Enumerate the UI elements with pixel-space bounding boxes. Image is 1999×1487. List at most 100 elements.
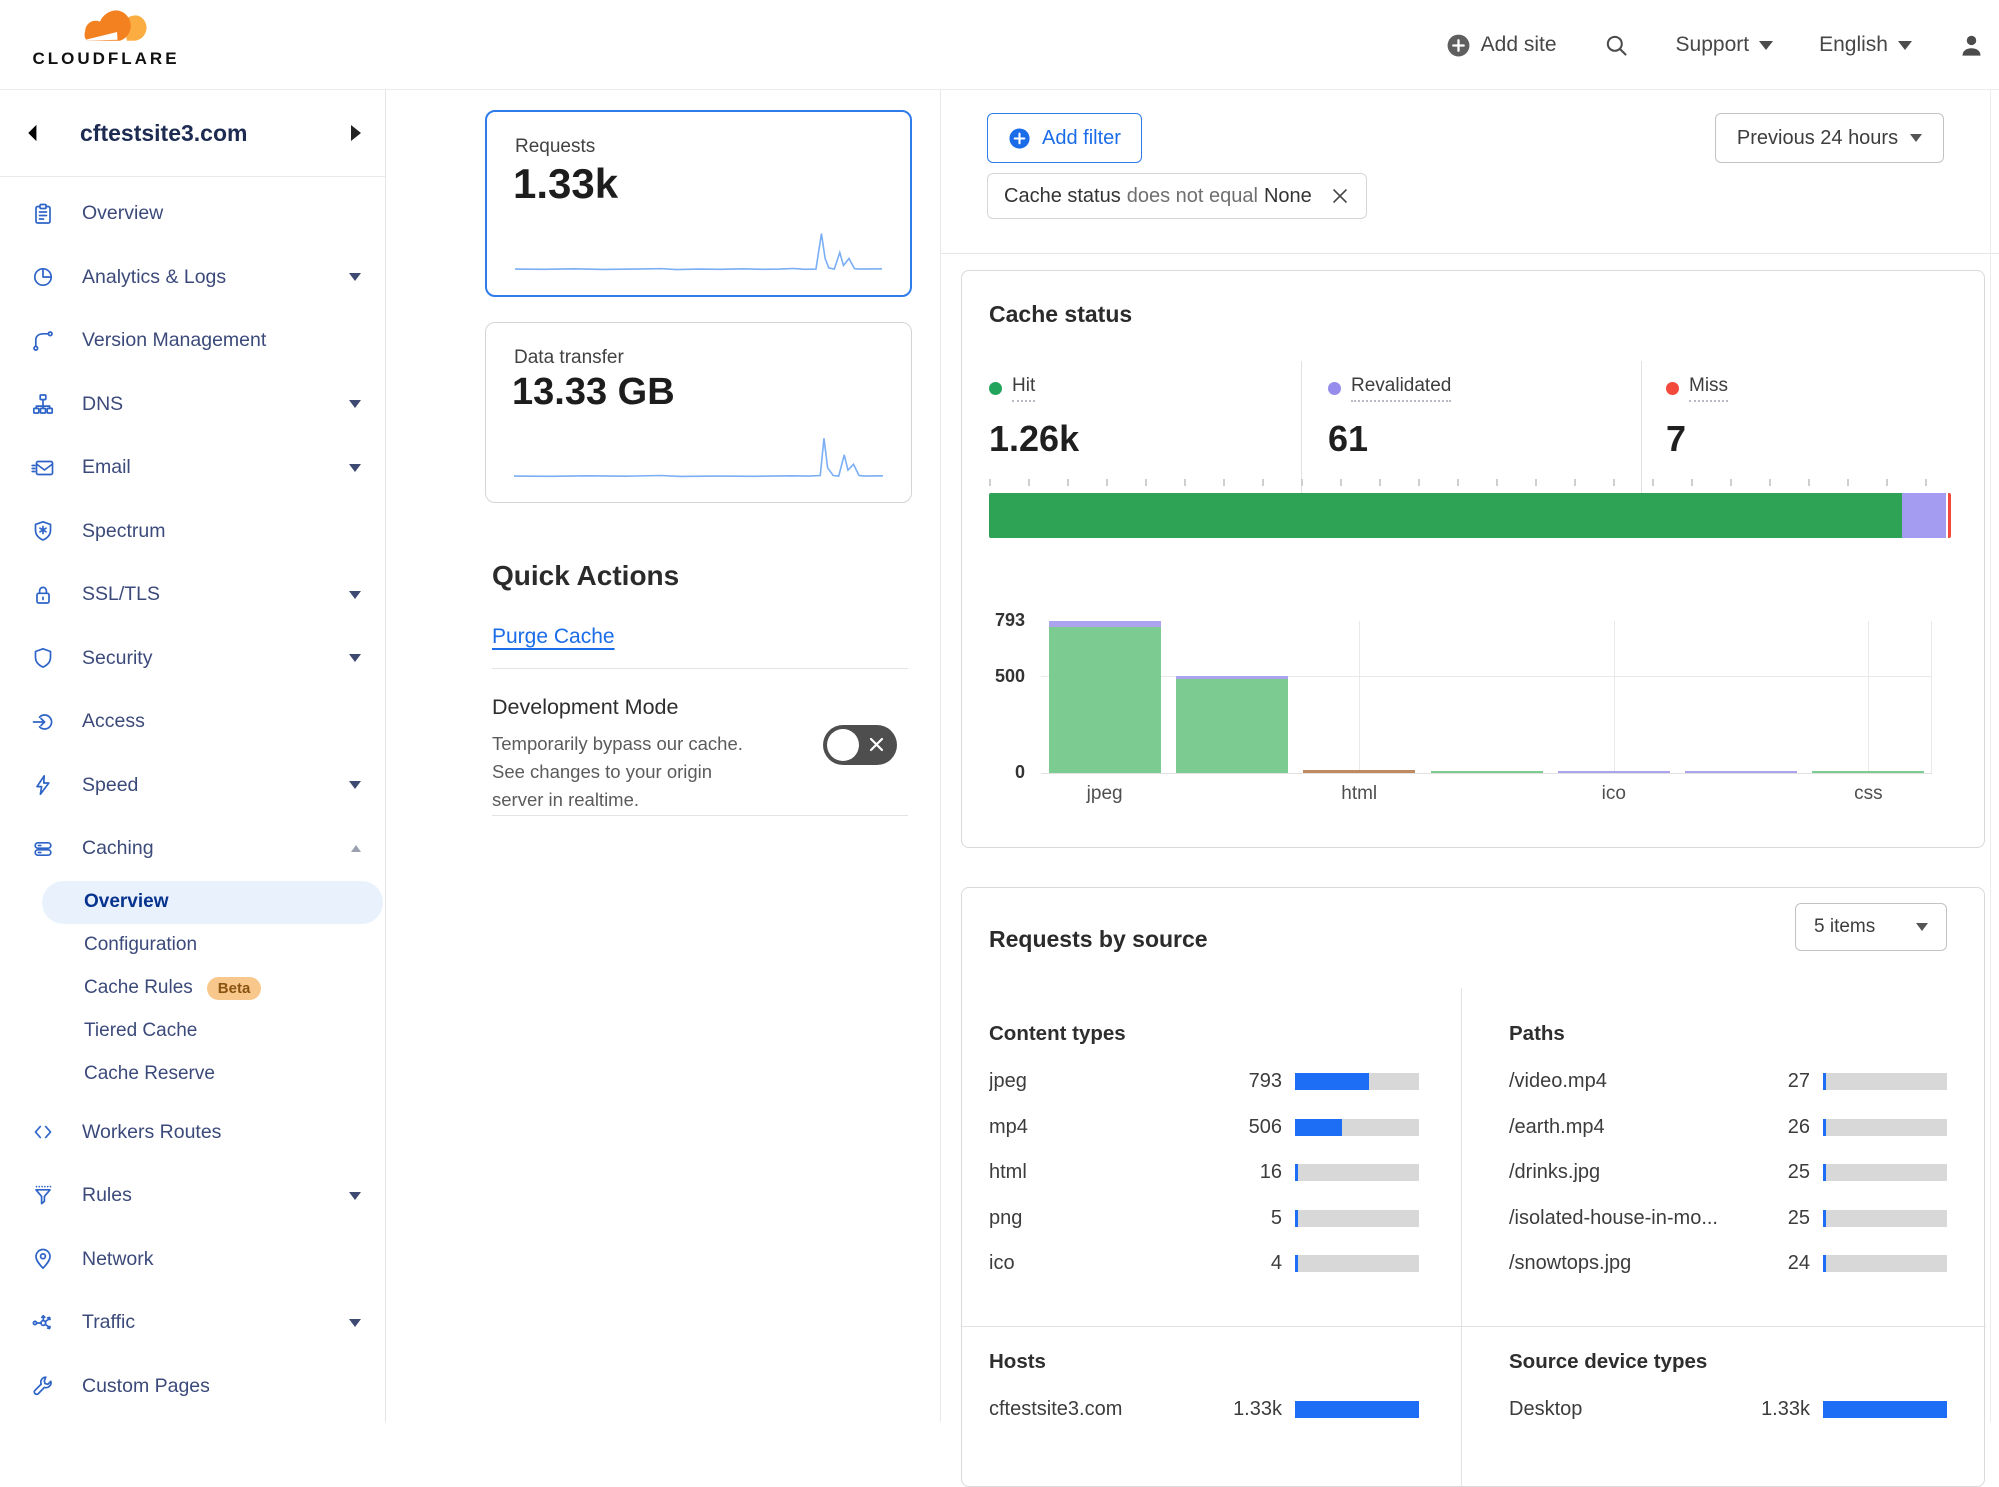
- bar: [1812, 771, 1925, 773]
- sidebar-item-email[interactable]: Email: [0, 436, 385, 500]
- sidebar-item-ssl-tls[interactable]: SSL/TLS: [0, 563, 385, 627]
- sidebar-item-security[interactable]: Security: [0, 627, 385, 691]
- requests-metric-card[interactable]: Requests 1.33k: [485, 110, 912, 297]
- add-site-label: Add site: [1480, 33, 1557, 56]
- hover-ticks: [989, 479, 1951, 486]
- content-types-title: Content types: [989, 1022, 1126, 1045]
- lightning-icon: [31, 773, 55, 797]
- chevron-down-icon: [349, 781, 361, 790]
- sidebar-subitem-configuration[interactable]: Configuration: [84, 934, 198, 955]
- sidebar-item-caching[interactable]: Caching: [0, 817, 385, 881]
- quick-actions-title: Quick Actions: [492, 560, 680, 591]
- sidebar-subitem-caching-overview[interactable]: Overview: [42, 880, 383, 924]
- divider: [1461, 988, 1462, 1486]
- filter-field: Cache status: [1004, 184, 1121, 207]
- table-row: jpeg 793: [989, 1059, 1419, 1105]
- sidebar-item-dns[interactable]: DNS: [0, 373, 385, 437]
- content-types-table: jpeg 793 mp4 506 html 16 png 5 ico 4: [989, 1059, 1419, 1287]
- sidebar-subitem-tiered-cache[interactable]: Tiered Cache: [84, 1020, 198, 1041]
- hierarchy-icon: [31, 392, 55, 416]
- data-transfer-metric-card[interactable]: Data transfer 13.33 GB: [485, 322, 912, 503]
- shield-gear-icon: [31, 519, 55, 543]
- development-mode-toggle[interactable]: [823, 725, 897, 765]
- chevron-down-icon: [1910, 134, 1923, 142]
- plus-circle-icon: [1009, 127, 1030, 149]
- cloudflare-logo[interactable]: CLOUDFLARE: [26, 6, 186, 69]
- divider: [492, 815, 908, 816]
- table-row: /video.mp4 27: [1509, 1059, 1947, 1105]
- chart-plot-area[interactable]: jpeg html ico css: [1041, 621, 1932, 804]
- cloudflare-cloud-icon: [81, 10, 147, 41]
- chevron-down-icon: [349, 1191, 361, 1200]
- chevron-down-icon: [1759, 40, 1774, 50]
- sidebar-item-version-management[interactable]: Version Management: [0, 309, 385, 373]
- table-row: /earth.mp4 26: [1509, 1105, 1947, 1151]
- development-mode-title: Development Mode: [492, 695, 679, 719]
- back-arrow-icon[interactable]: [22, 119, 52, 147]
- lock-icon: [31, 583, 55, 607]
- data-transfer-value: 13.33 GB: [512, 371, 675, 413]
- hosts-table: cftestsite3.com 1.33k: [989, 1387, 1419, 1433]
- time-range-dropdown[interactable]: Previous 24 hours: [1715, 113, 1944, 163]
- sidebar-item-overview[interactable]: Overview: [0, 182, 385, 246]
- requests-by-source-title: Requests by source: [989, 926, 1208, 952]
- bar: [1303, 769, 1416, 773]
- stacked-segment-revalidated: [1901, 493, 1946, 538]
- toggle-off-x-icon: [869, 737, 884, 752]
- revalidated-stat[interactable]: Revalidated 61: [1328, 375, 1452, 459]
- add-filter-button[interactable]: Add filter: [987, 113, 1142, 163]
- chevron-up-icon: [351, 845, 361, 853]
- revalidated-dot-icon: [1328, 382, 1341, 395]
- language-menu[interactable]: English: [1819, 33, 1912, 57]
- sidebar-item-rules[interactable]: Rules: [0, 1164, 385, 1228]
- hit-dot-icon: [989, 382, 1002, 395]
- divider: [1641, 361, 1642, 526]
- miss-dot-icon: [1666, 382, 1679, 395]
- development-mode-description: Temporarily bypass our cache. See change…: [492, 733, 743, 810]
- items-count-dropdown[interactable]: 5 items: [1795, 903, 1947, 951]
- search-icon[interactable]: [1603, 32, 1630, 59]
- toggle-knob: [827, 729, 859, 761]
- requests-sparkline: [515, 223, 882, 275]
- bar: [1685, 771, 1798, 773]
- support-menu[interactable]: Support: [1676, 33, 1774, 57]
- sidebar-item-access[interactable]: Access: [0, 690, 385, 754]
- traffic-split-icon: [31, 1311, 55, 1335]
- sidebar-subitem-cache-reserve[interactable]: Cache Reserve: [84, 1063, 215, 1084]
- language-label: English: [1819, 33, 1888, 56]
- chevron-down-icon: [1916, 923, 1928, 931]
- sidebar: cftestsite3.com Overview Analytics & Log…: [0, 90, 386, 1422]
- brand-name: CLOUDFLARE: [32, 49, 180, 68]
- shield-icon: [31, 646, 55, 670]
- data-transfer-sparkline: [514, 430, 883, 482]
- sidebar-item-network[interactable]: Network: [0, 1228, 385, 1292]
- stacked-segment-hit: [989, 493, 1902, 538]
- table-row: html 16: [989, 1150, 1419, 1196]
- miss-stat[interactable]: Miss 7: [1666, 375, 1729, 459]
- chevron-right-icon[interactable]: [351, 125, 361, 141]
- sidebar-item-analytics-logs[interactable]: Analytics & Logs: [0, 246, 385, 310]
- branch-icon: [31, 329, 55, 353]
- chevron-down-icon: [349, 273, 361, 282]
- filter-chip[interactable]: Cache status does not equal None: [987, 173, 1367, 219]
- support-label: Support: [1675, 33, 1750, 56]
- add-site-button[interactable]: Add site: [1446, 33, 1557, 58]
- requests-label: Requests: [515, 136, 596, 157]
- divider: [1990, 90, 1991, 1422]
- sidebar-item-custom-pages[interactable]: Custom Pages: [0, 1355, 385, 1419]
- user-icon[interactable]: [1958, 32, 1985, 59]
- purge-cache-link[interactable]: Purge Cache: [492, 625, 615, 648]
- hit-stat[interactable]: Hit 1.26k: [989, 375, 1080, 459]
- metrics-column: Requests 1.33k Data transfer 13.33 GB Qu…: [386, 90, 941, 1422]
- requests-by-source-card: Requests by source 5 items Content types…: [961, 887, 1986, 1487]
- source-device-types-title: Source device types: [1509, 1350, 1708, 1373]
- sidebar-item-traffic[interactable]: Traffic: [0, 1291, 385, 1355]
- sidebar-item-spectrum[interactable]: Spectrum: [0, 500, 385, 564]
- sidebar-item-workers-routes[interactable]: Workers Routes: [0, 1101, 385, 1165]
- sidebar-item-speed[interactable]: Speed: [0, 754, 385, 818]
- site-switcher: cftestsite3.com: [0, 90, 385, 177]
- sidebar-subitem-cache-rules[interactable]: Cache Rules Beta: [0, 967, 385, 1010]
- content-types-section: Content types jpeg 793 mp4 506 html 16 png 5 ico…: [989, 1022, 1419, 1287]
- remove-filter-icon[interactable]: [1330, 186, 1350, 206]
- cache-status-stacked-bar[interactable]: [989, 493, 1951, 538]
